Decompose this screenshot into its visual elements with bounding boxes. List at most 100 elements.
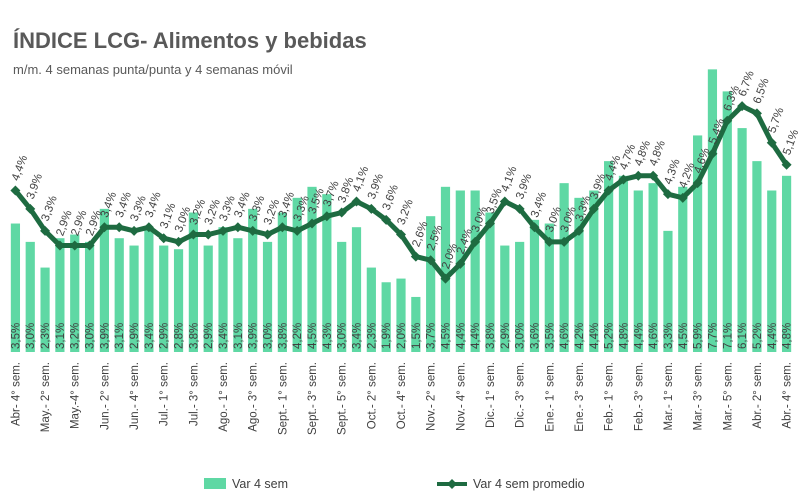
bar: [663, 230, 673, 352]
line-marker: [737, 101, 748, 112]
x-tick-label: Jul.- 1° sem.: [159, 362, 171, 426]
line-marker: [618, 174, 629, 185]
bar-data-label: 3,8%: [277, 323, 289, 349]
bar-series: [10, 69, 792, 352]
line-marker: [722, 115, 733, 126]
x-tick-label: Mar.- 1° sem.: [663, 362, 675, 431]
bar-data-label: 3,7%: [426, 323, 438, 349]
bar-data-label: 7,1%: [722, 323, 734, 349]
bar: [129, 245, 139, 352]
line-marker: [69, 240, 80, 251]
x-tick-label: Feb.- 3° sem.: [633, 362, 645, 431]
bar-data-label: 5,9%: [693, 323, 705, 349]
bar: [322, 194, 332, 352]
bar-data-label: 2,9%: [129, 323, 141, 349]
legend: Var 4 sem Var 4 sem promedio: [204, 477, 585, 491]
bar: [307, 186, 317, 352]
line-data-label: 3,4%: [529, 190, 549, 219]
bar: [70, 234, 80, 352]
line-marker: [173, 236, 184, 247]
line-data-label: 6,5%: [751, 77, 771, 106]
x-tick-label: Nov.- 4° sem.: [455, 362, 467, 431]
bar: [337, 241, 347, 352]
line-marker: [470, 236, 481, 247]
line-marker: [129, 225, 140, 236]
bar: [381, 282, 391, 352]
x-tick-label: Oct.- 4° sem.: [396, 362, 408, 429]
bar-data-label: 3,5%: [10, 323, 22, 349]
bar-data-label: 4,4%: [767, 323, 779, 349]
bar-data-label: 1,5%: [411, 323, 423, 349]
bar: [114, 238, 124, 352]
bar-data-label: 4,4%: [470, 323, 482, 349]
x-tick-label: Mar.- 5° sem.: [722, 362, 734, 431]
bar-data-label: 2,3%: [366, 323, 378, 349]
line-marker: [648, 170, 659, 181]
line-marker: [396, 229, 406, 240]
legend-swatch-marker: [447, 479, 457, 489]
bar: [500, 245, 510, 352]
line-marker: [321, 211, 332, 222]
x-tick-label: Mar.- 3° sem.: [693, 362, 705, 431]
bar-data-label: 5,2%: [752, 323, 764, 349]
bar-data-label: 2,3%: [40, 323, 52, 349]
line-marker: [232, 222, 243, 233]
line-marker: [336, 207, 347, 218]
chart-title: ÍNDICE LCG- Alimentos y bebidas: [13, 28, 367, 53]
x-tick-label: Nov.- 2° sem.: [426, 362, 438, 431]
x-tick-label: May.- 2° sem.: [40, 362, 52, 432]
bar: [737, 128, 747, 352]
bar: [173, 249, 184, 352]
bar: [396, 278, 406, 352]
line-marker: [84, 240, 95, 251]
line-marker: [114, 222, 125, 233]
line-marker: [277, 222, 288, 233]
line-marker: [425, 255, 436, 266]
bar: [159, 245, 169, 352]
bar: [218, 227, 228, 352]
line-marker: [677, 192, 688, 203]
bar-data-label: 4,2%: [574, 323, 586, 349]
line-marker: [410, 251, 421, 262]
bar-data-label: 3,8%: [485, 323, 497, 349]
bar-data-label: 3,0%: [337, 323, 349, 349]
bar: [455, 190, 465, 352]
line-marker: [203, 229, 214, 240]
x-tick-label: Jun.- 2° sem.: [99, 362, 111, 430]
bar-data-label: 6,1%: [737, 323, 749, 349]
line-marker: [25, 203, 36, 214]
x-tick-label: Feb.- 1° sem.: [604, 362, 616, 431]
x-tick-label: Sept.- 5° sem.: [337, 362, 349, 435]
bar: [752, 161, 762, 352]
bar-data-label: 3,4%: [144, 323, 156, 349]
bar-data-label: 2,9%: [500, 323, 512, 349]
bar: [604, 161, 614, 352]
line-marker: [544, 236, 555, 247]
x-tick-label: Abr- 4° sem.: [10, 362, 22, 426]
x-tick-label: Abr.- 2° sem.: [752, 362, 764, 429]
bar-data-label: 3,5%: [544, 323, 556, 349]
line-data-label: 4,4%: [10, 154, 30, 183]
bar: [203, 245, 213, 352]
x-tick-label: Dic.- 1° sem.: [485, 362, 497, 428]
bar: [589, 190, 599, 352]
bar: [99, 208, 109, 352]
bar-data-label: 3,8%: [188, 323, 200, 349]
line-marker: [781, 159, 792, 170]
x-tick-label: Jun.- 4° sem.: [129, 362, 141, 430]
x-tick-label: Ene.- 3° sem.: [574, 362, 586, 432]
bar-data-label: 4,4%: [633, 323, 645, 349]
line-data-label: 3,9%: [514, 172, 534, 201]
bar-data-label: 3,4%: [352, 323, 364, 349]
bar: [248, 208, 258, 352]
bar-data-label: 3,0%: [515, 323, 527, 349]
bar-data-label: 4,2%: [292, 323, 304, 349]
bar-data-label: 3,1%: [114, 323, 126, 349]
bar: [351, 227, 362, 352]
bar: [25, 241, 35, 352]
bar-data-label: 2,8%: [174, 323, 186, 349]
bar: [426, 216, 436, 352]
line-marker: [218, 225, 229, 236]
bar-data-label: 4,8%: [782, 323, 794, 349]
bar: [84, 241, 95, 352]
